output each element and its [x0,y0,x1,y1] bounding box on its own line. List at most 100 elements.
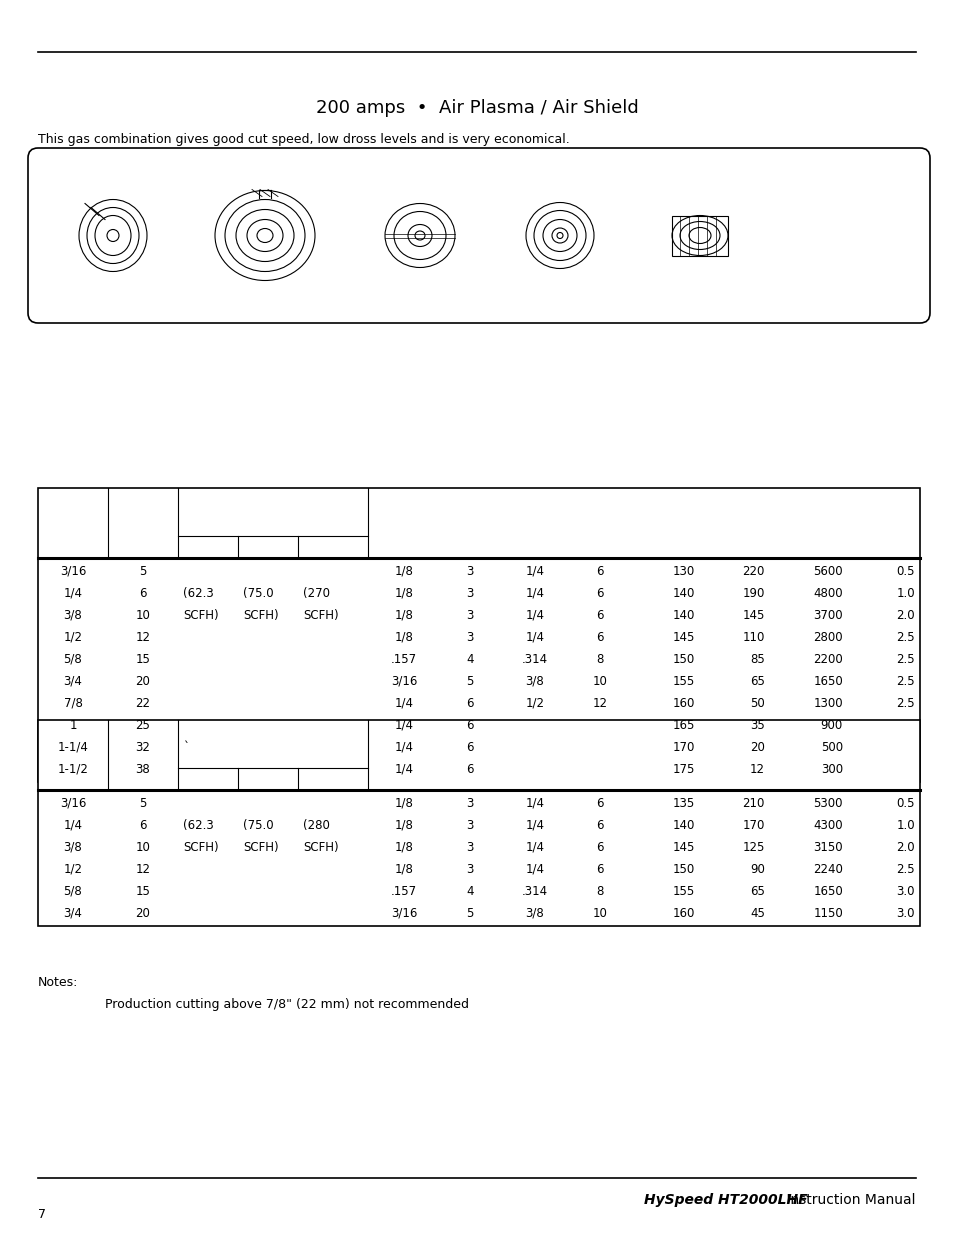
Text: 65: 65 [749,884,764,898]
Text: 5: 5 [139,564,147,578]
Text: 15: 15 [135,884,151,898]
Text: 6: 6 [596,609,603,621]
Text: .157: .157 [391,884,416,898]
Text: 5300: 5300 [813,797,842,810]
Text: 6: 6 [596,631,603,643]
Text: 1: 1 [70,719,76,731]
Text: 4: 4 [466,884,474,898]
Text: 140: 140 [672,609,695,621]
Text: 2.5: 2.5 [896,674,914,688]
Text: 6: 6 [466,763,474,776]
Text: 3: 3 [466,863,474,876]
Text: Instruction Manual: Instruction Manual [781,1193,915,1207]
Text: 3/8: 3/8 [525,674,544,688]
Text: 220: 220 [741,564,764,578]
Text: 500: 500 [820,741,842,753]
Text: 3: 3 [466,841,474,853]
Text: 130: 130 [672,564,695,578]
Text: SCFH): SCFH) [243,841,278,853]
Bar [671,215,727,256]
Text: 12: 12 [135,863,151,876]
Text: 4: 4 [466,653,474,666]
Text: 8: 8 [596,884,603,898]
Text: 3700: 3700 [813,609,842,621]
Text: 3/8: 3/8 [64,841,82,853]
Text: 25: 25 [135,719,151,731]
Text: 1-1/4: 1-1/4 [57,741,89,753]
Text: 150: 150 [672,653,695,666]
Text: 8: 8 [596,653,603,666]
Text: 6: 6 [466,719,474,731]
Text: ˋ: ˋ [183,741,189,753]
Text: SCFH): SCFH) [183,841,218,853]
Text: 2.5: 2.5 [896,631,914,643]
Text: 3/16: 3/16 [391,906,416,920]
Text: 10: 10 [592,674,607,688]
Text: 6: 6 [139,819,147,831]
Text: 1.0: 1.0 [896,819,914,831]
Text: 1/2: 1/2 [64,631,82,643]
Text: 15: 15 [135,653,151,666]
Text: 3/8: 3/8 [525,906,544,920]
Text: 3: 3 [466,609,474,621]
Text: 3150: 3150 [813,841,842,853]
Text: 1/4: 1/4 [395,741,413,753]
Text: 4300: 4300 [813,819,842,831]
Text: 3: 3 [466,819,474,831]
Text: 3/4: 3/4 [64,674,82,688]
Text: 2240: 2240 [812,863,842,876]
Text: 125: 125 [741,841,764,853]
Text: HySpeed HT2000LHF: HySpeed HT2000LHF [643,1193,807,1207]
Text: 200 amps  •  Air Plasma / Air Shield: 200 amps • Air Plasma / Air Shield [315,99,638,117]
Text: 0.5: 0.5 [896,564,914,578]
Text: 170: 170 [741,819,764,831]
Text: 3: 3 [466,587,474,600]
Text: 3/8: 3/8 [64,609,82,621]
Text: 145: 145 [672,631,695,643]
Text: 4800: 4800 [813,587,842,600]
Text: 1/4: 1/4 [525,819,544,831]
Text: 155: 155 [672,674,695,688]
Text: 900: 900 [820,719,842,731]
Text: 5/8: 5/8 [64,884,82,898]
Text: 160: 160 [672,906,695,920]
Text: 190: 190 [741,587,764,600]
Text: 150: 150 [672,863,695,876]
Text: 6: 6 [596,797,603,810]
Text: 1/4: 1/4 [525,797,544,810]
Text: 90: 90 [749,863,764,876]
Text: 1/4: 1/4 [525,587,544,600]
Text: 1/8: 1/8 [395,587,413,600]
Text: 1/8: 1/8 [395,863,413,876]
Text: 1/8: 1/8 [395,841,413,853]
Text: SCFH): SCFH) [183,609,218,621]
Text: 3: 3 [466,564,474,578]
Text: 0.5: 0.5 [896,797,914,810]
Text: 3/16: 3/16 [391,674,416,688]
Text: 2.5: 2.5 [896,863,914,876]
Text: 38: 38 [135,763,151,776]
Text: SCFH): SCFH) [303,609,338,621]
Text: .157: .157 [391,653,416,666]
Text: 10: 10 [135,841,151,853]
Text: (75.0: (75.0 [243,819,274,831]
Text: 170: 170 [672,741,695,753]
Text: 1/4: 1/4 [64,819,82,831]
Text: 3: 3 [466,797,474,810]
Text: 300: 300 [820,763,842,776]
Text: 3/16: 3/16 [60,797,86,810]
Bar [38,720,919,926]
Text: 12: 12 [592,697,607,710]
Text: 10: 10 [135,609,151,621]
Text: 6: 6 [596,564,603,578]
Text: 1/4: 1/4 [64,587,82,600]
Text: 6: 6 [596,587,603,600]
Text: 1/2: 1/2 [64,863,82,876]
Text: (75.0: (75.0 [243,587,274,600]
Text: 2.5: 2.5 [896,653,914,666]
Text: 1/8: 1/8 [395,797,413,810]
Text: 5: 5 [466,674,474,688]
Text: 2.5: 2.5 [896,697,914,710]
Text: 32: 32 [135,741,151,753]
Text: 6: 6 [596,863,603,876]
